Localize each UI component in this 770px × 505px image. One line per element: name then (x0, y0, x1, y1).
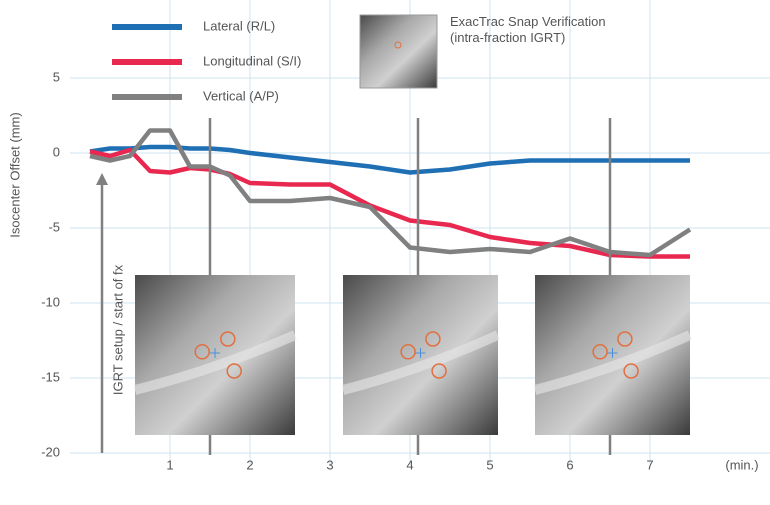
x-tick-label: 6 (566, 457, 573, 472)
x-tick-label: 1 (166, 457, 173, 472)
series-line (90, 150, 690, 257)
x-tick-label: 7 (646, 457, 653, 472)
page: {"chart_data": { "type": "line", "y_labe… (0, 0, 770, 500)
y-tick-label: 0 (53, 144, 60, 159)
x-tick-label: 5 (486, 457, 493, 472)
y-tick-label: -15 (41, 369, 60, 384)
y-tick-label: -20 (41, 444, 60, 459)
y-axis-label: Isocenter Offset (mm) (7, 112, 22, 237)
y-tick-label: 5 (53, 69, 60, 84)
legend-label: Lateral (R/L) (203, 18, 275, 33)
x-tick-label: 3 (326, 457, 333, 472)
legend-label: Longitudinal (S/I) (203, 53, 301, 68)
snapshot-thumbnail (360, 15, 437, 88)
chart: Isocenter Offset (mm) (min.) ExacTrac Sn… (0, 0, 770, 500)
annotation-label: IGRT setup / start of fx (110, 264, 125, 395)
legend-label: Vertical (A/P) (203, 88, 279, 103)
snapshot-label-box: ExacTrac Snap Verification (intra-fracti… (450, 14, 610, 84)
series-line (90, 131, 690, 256)
y-tick-label: -5 (48, 219, 60, 234)
snapshot-label: ExacTrac Snap Verification (intra-fracti… (450, 14, 610, 46)
y-tick-label: -10 (41, 294, 60, 309)
annotation-arrowhead (96, 173, 108, 185)
x-axis-label: (min.) (725, 457, 758, 472)
x-tick-label: 2 (246, 457, 253, 472)
x-tick-label: 4 (406, 457, 413, 472)
